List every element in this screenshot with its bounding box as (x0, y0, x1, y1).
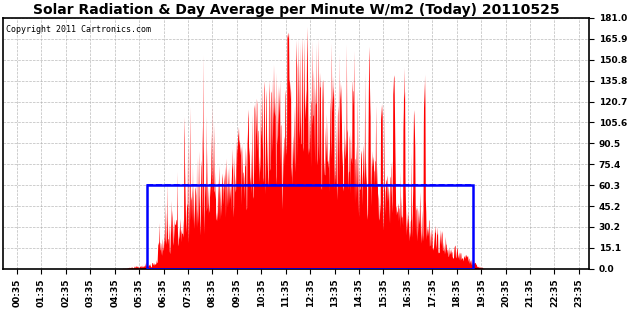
Title: Solar Radiation & Day Average per Minute W/m2 (Today) 20110525: Solar Radiation & Day Average per Minute… (33, 3, 559, 17)
Text: Copyright 2011 Cartronics.com: Copyright 2011 Cartronics.com (6, 25, 151, 34)
Bar (147, 185, 473, 269)
